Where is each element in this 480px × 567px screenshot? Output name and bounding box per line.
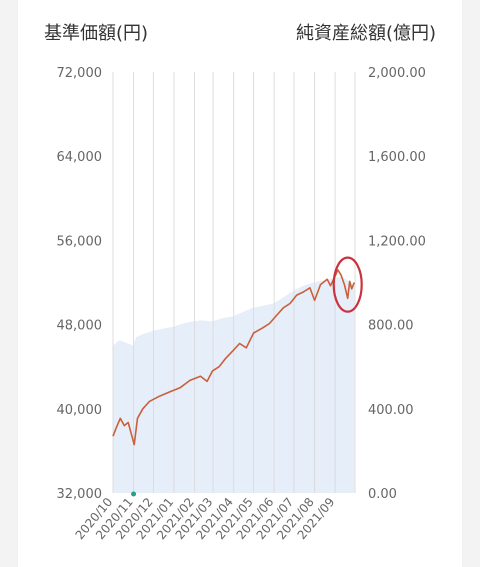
left-axis-title: 基準価額(円): [44, 23, 149, 44]
x-axis-ticks: 2020/102020/112020/122021/012021/022021/…: [73, 495, 338, 542]
left-margin-strip: [0, 0, 18, 567]
right-y-tick-label: 0.00: [368, 487, 397, 502]
right-y-axis-ticks: 2,000.00 1,600.00 1,200.00 800.00 400.00 0.00: [368, 66, 426, 502]
right-margin-strip: [462, 0, 480, 567]
right-y-tick-label: 2,000.00: [368, 66, 426, 81]
highlight-ellipse: [332, 256, 363, 313]
vertical-gridlines: [112, 72, 356, 493]
right-y-tick-label: 400.00: [368, 403, 414, 418]
annotation-layer: [332, 256, 363, 313]
left-y-tick-label: 64,000: [57, 150, 103, 165]
left-y-tick-label: 56,000: [57, 234, 103, 249]
left-y-tick-label: 40,000: [57, 403, 103, 418]
left-y-tick-label: 48,000: [57, 319, 103, 334]
left-y-tick-label: 32,000: [57, 487, 103, 502]
right-y-tick-label: 1,200.00: [368, 234, 426, 249]
left-y-axis-ticks: 72,000 64,000 56,000 48,000 40,000 32,000: [57, 66, 103, 502]
right-axis-title: 純資産総額(億円): [295, 23, 436, 44]
right-y-tick-label: 1,600.00: [368, 150, 426, 165]
right-y-tick-label: 800.00: [368, 319, 414, 334]
x-axis-marker-dot: [131, 491, 137, 497]
left-y-tick-label: 72,000: [57, 66, 103, 81]
